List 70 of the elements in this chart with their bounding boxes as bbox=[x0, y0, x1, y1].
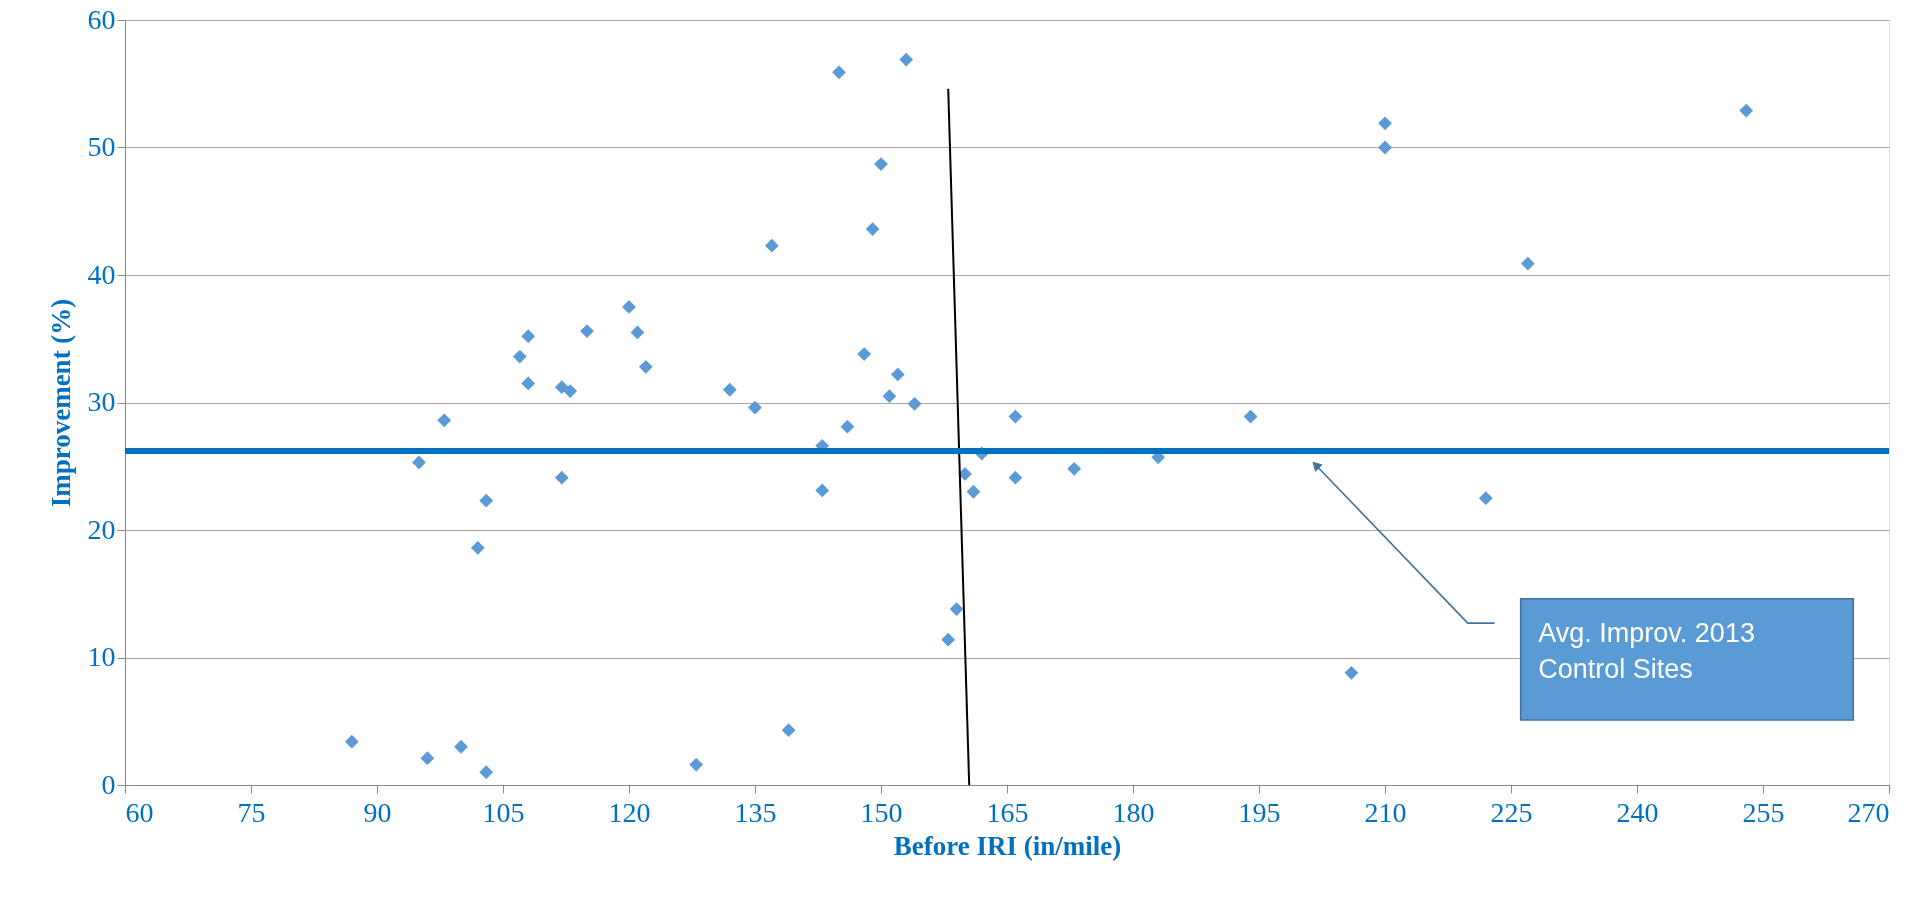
y-tick-label: 0 bbox=[101, 768, 116, 800]
x-tick-label: 135 bbox=[734, 796, 777, 828]
point bbox=[1478, 491, 1493, 506]
x-tick-label: 225 bbox=[1490, 796, 1533, 828]
point bbox=[966, 484, 981, 499]
point bbox=[1344, 665, 1359, 680]
point bbox=[344, 734, 359, 749]
point bbox=[865, 222, 880, 236]
x-tick-label: 180 bbox=[1112, 796, 1155, 828]
point bbox=[949, 602, 964, 616]
point bbox=[638, 359, 653, 374]
point bbox=[554, 470, 569, 485]
point bbox=[857, 347, 872, 361]
y-tick-label: 60 bbox=[87, 3, 116, 35]
point bbox=[815, 483, 830, 498]
x-tick-label: 90 bbox=[363, 796, 392, 828]
point bbox=[882, 389, 897, 404]
y-tick-label: 10 bbox=[87, 641, 116, 672]
x-tick-label: 60 bbox=[125, 796, 154, 828]
y-axis-title: Improvement (%) bbox=[45, 298, 76, 508]
y-tick-label: 20 bbox=[87, 513, 116, 545]
point bbox=[899, 52, 914, 67]
point bbox=[832, 65, 846, 80]
point bbox=[563, 384, 578, 398]
point bbox=[890, 367, 905, 382]
point bbox=[958, 467, 972, 481]
point bbox=[941, 632, 956, 647]
x-axis-title: Before IRI (in/mile) bbox=[893, 830, 1122, 861]
point bbox=[840, 419, 855, 434]
x-tick-label: 165 bbox=[986, 796, 1029, 828]
point bbox=[1008, 409, 1023, 424]
point bbox=[554, 380, 569, 395]
point bbox=[412, 455, 426, 470]
point bbox=[521, 329, 536, 344]
x-tick-label: 270 bbox=[1847, 796, 1890, 828]
y-tick-label: 30 bbox=[87, 386, 116, 417]
point bbox=[1739, 103, 1754, 118]
point bbox=[689, 757, 704, 772]
point bbox=[479, 493, 494, 508]
point bbox=[781, 723, 796, 738]
point bbox=[479, 765, 494, 780]
point bbox=[1067, 461, 1082, 476]
point bbox=[521, 376, 536, 391]
point bbox=[470, 540, 485, 555]
point bbox=[630, 325, 645, 340]
point bbox=[1378, 116, 1392, 131]
annotation: Avg. Improv. 2013 Control Sites bbox=[1538, 617, 1755, 684]
x-tick-label: 150 bbox=[860, 796, 903, 828]
point bbox=[764, 238, 779, 253]
x-tick-label: 75 bbox=[237, 796, 266, 828]
x-tick-label: 120 bbox=[608, 796, 651, 828]
point bbox=[454, 739, 468, 754]
point bbox=[1243, 409, 1258, 424]
point bbox=[1520, 256, 1535, 271]
x-tick-label: 240 bbox=[1616, 796, 1659, 828]
point bbox=[437, 413, 452, 428]
point bbox=[420, 751, 435, 766]
point bbox=[512, 349, 527, 364]
x-tick-label: 255 bbox=[1742, 796, 1785, 828]
x-tick-label: 195 bbox=[1238, 796, 1281, 828]
point bbox=[1378, 140, 1392, 155]
point bbox=[1008, 470, 1023, 485]
point bbox=[622, 299, 636, 314]
point bbox=[748, 400, 762, 415]
y-tick-label: 50 bbox=[87, 131, 116, 162]
x-tick-label: 105 bbox=[482, 796, 525, 828]
x-tick-label: 210 bbox=[1364, 796, 1407, 828]
point bbox=[907, 396, 922, 411]
point bbox=[722, 382, 737, 397]
y-tick-label: 40 bbox=[87, 258, 116, 290]
